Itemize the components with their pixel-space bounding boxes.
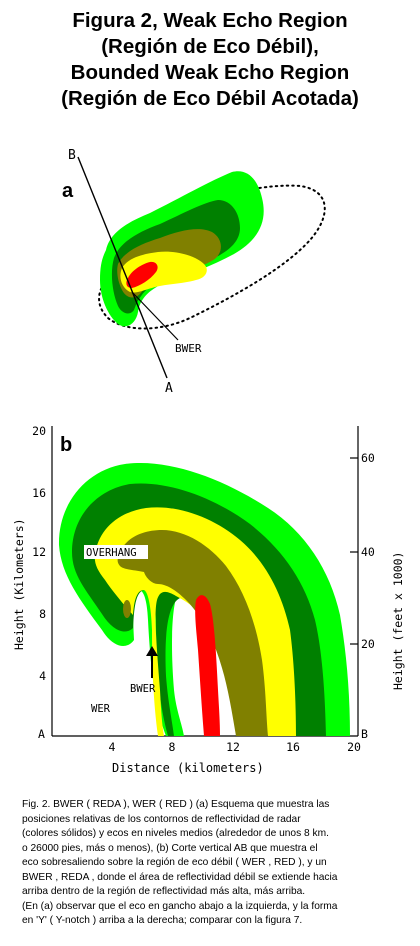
section-line-ab	[77, 156, 168, 379]
right-tick-20: 20	[361, 637, 375, 651]
caption-line-9: en 'Y' ( Y-notch ) arriba a la derecha; …	[22, 915, 303, 926]
panel-b-label: b	[60, 434, 72, 456]
panel-a-label: a	[62, 180, 74, 202]
bottom-tick-8: 8	[169, 740, 176, 754]
overhang-label-bg	[84, 545, 148, 559]
title-line-2: (Región de Eco Débil),	[101, 35, 319, 58]
wer-label: WER	[91, 703, 111, 715]
caption-line-1: Fig. 2. BWER ( REDA ), WER ( RED ) (a) E…	[22, 799, 330, 810]
contour-red	[126, 261, 158, 288]
left-tick-12: 12	[32, 545, 46, 559]
layer-olive	[117, 530, 268, 736]
left-tick-20: 20	[32, 424, 46, 438]
bwer-label-b: BWER	[130, 683, 156, 695]
bottom-ticks: 4 8 12 16 20	[109, 740, 361, 754]
layer-red	[195, 595, 220, 736]
overhang-label: OVERHANG	[86, 547, 137, 559]
title-line-4: (Región de Eco Débil Acotada)	[61, 87, 359, 110]
bwer-pointer-line	[131, 291, 179, 341]
caption-line-4: o 26000 pies, más o menos), (b) Corte ve…	[22, 842, 318, 854]
right-ticks: 60 40 20	[361, 451, 375, 651]
right-tick-60: 60	[361, 451, 375, 465]
caption-line-7: arriba dentro de la región de reflectivi…	[22, 886, 306, 897]
right-axis-title: Height (feet x 1000)	[391, 552, 405, 690]
point-a-label: A	[165, 381, 173, 396]
left-axis-title: Height (Kilometers)	[12, 518, 26, 650]
panel-b: b OVERHANG BWER WER 20 16 12 8 4 A B 60 …	[12, 424, 405, 775]
bwer-annotation-a: BWER	[175, 342, 202, 355]
caption-line-8: (En (a) observar que el eco en gancho ab…	[22, 900, 338, 912]
bottom-tick-4: 4	[109, 740, 116, 754]
figure-caption: Fig. 2. BWER ( REDA ), WER ( RED ) (a) E…	[22, 798, 412, 929]
figure-title: Figura 2, Weak Echo Region (Región de Ec…	[0, 8, 420, 112]
left-tick-4: 4	[39, 669, 46, 683]
left-ticks: 20 16 12 8 4	[32, 424, 46, 683]
right-tick-40: 40	[361, 545, 375, 559]
olive-blob	[123, 600, 131, 618]
corner-a-label: A	[38, 727, 45, 741]
caption-line-5: eco sobresaliendo sobre la región de eco…	[22, 857, 327, 868]
point-b-label: B	[68, 148, 76, 163]
bwer-arrow-head	[146, 646, 158, 656]
corner-b-label: B	[361, 727, 368, 741]
bottom-axis-title: Distance (kilometers)	[112, 761, 264, 775]
bottom-tick-16: 16	[286, 740, 300, 754]
left-tick-8: 8	[39, 607, 46, 621]
bottom-tick-20: 20	[347, 740, 361, 754]
left-tick-16: 16	[32, 486, 46, 500]
panel-a: a B A BWER	[62, 148, 326, 396]
title-line-1: Figura 2, Weak Echo Region	[72, 9, 348, 32]
bottom-tick-12: 12	[226, 740, 240, 754]
title-line-3: Bounded Weak Echo Region	[70, 61, 350, 84]
caption-line-6: BWER , REDA , donde el área de reflectiv…	[22, 871, 338, 883]
caption-line-3: (colores sólidos) y ecos en niveles medi…	[22, 828, 329, 839]
caption-line-2: posiciones relativas de los contornos de…	[22, 813, 301, 825]
